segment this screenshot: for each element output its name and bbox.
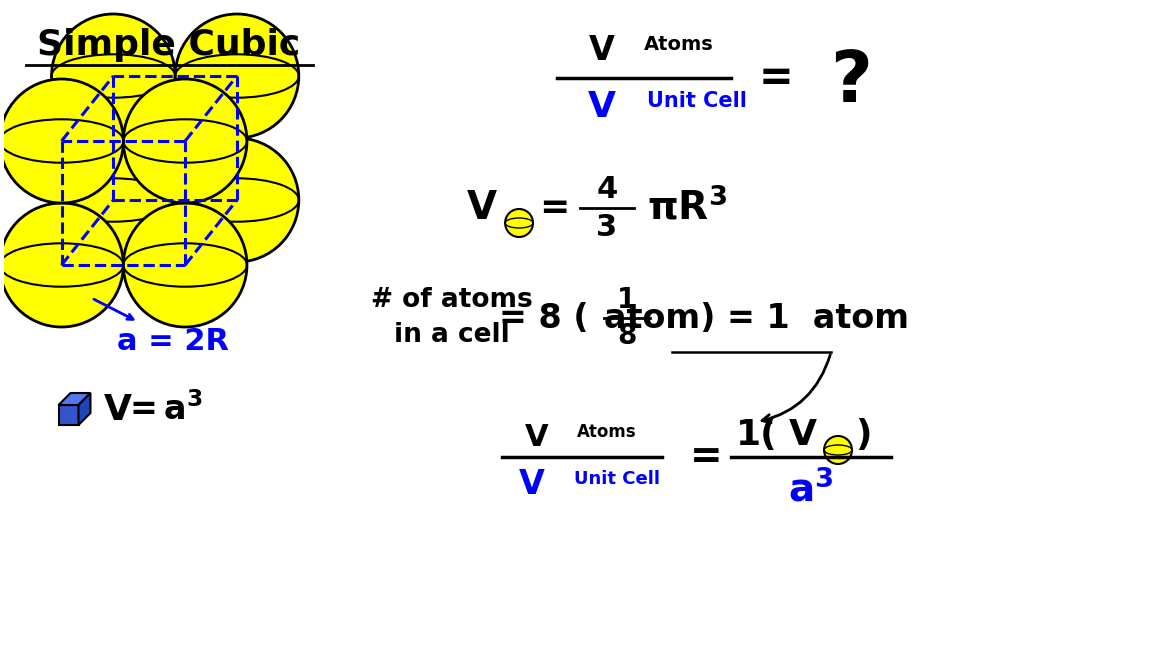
Circle shape: [505, 209, 533, 237]
Polygon shape: [59, 405, 78, 425]
Circle shape: [824, 436, 852, 464]
Text: ): ): [855, 418, 871, 452]
Text: Unit Cell: Unit Cell: [574, 470, 660, 488]
Text: $\mathbf{V}$: $\mathbf{V}$: [466, 189, 499, 227]
Polygon shape: [78, 393, 90, 425]
Circle shape: [52, 14, 175, 138]
Circle shape: [0, 203, 123, 327]
Text: $\mathbf{= a^3}$: $\mathbf{= a^3}$: [123, 393, 203, 428]
Circle shape: [0, 79, 123, 203]
Text: $\mathbf{a^3}$: $\mathbf{a^3}$: [788, 470, 834, 510]
Text: =: =: [759, 57, 794, 99]
Text: 3: 3: [597, 213, 617, 242]
Circle shape: [175, 14, 299, 138]
Circle shape: [123, 203, 247, 327]
Text: $\mathbf{V}$: $\mathbf{V}$: [788, 418, 818, 452]
Text: 1(: 1(: [735, 418, 777, 452]
Text: $\mathbf{V}$: $\mathbf{V}$: [589, 34, 615, 67]
Circle shape: [52, 138, 175, 262]
Text: Simple Cubic: Simple Cubic: [37, 28, 300, 62]
Text: Unit Cell: Unit Cell: [646, 91, 747, 111]
Circle shape: [175, 138, 299, 262]
Text: Atoms: Atoms: [644, 34, 713, 53]
Text: $\mathbf{V}$: $\mathbf{V}$: [104, 393, 133, 427]
FancyArrowPatch shape: [762, 354, 830, 423]
Text: =: =: [539, 191, 569, 225]
Text: 1: 1: [617, 286, 636, 314]
Text: ?: ?: [830, 48, 872, 117]
Text: 4: 4: [597, 176, 617, 205]
Polygon shape: [59, 393, 90, 405]
Text: atom) = 1  atom: atom) = 1 atom: [604, 302, 909, 335]
Text: $\mathbf{V}$: $\mathbf{V}$: [524, 424, 549, 453]
Text: $\mathbf{\pi R^3}$: $\mathbf{\pi R^3}$: [646, 188, 727, 228]
Text: $\mathbf{V}$: $\mathbf{V}$: [587, 90, 616, 124]
Text: 8: 8: [617, 322, 636, 350]
Text: in a cell: in a cell: [395, 322, 510, 348]
Text: = 8 (: = 8 (: [500, 302, 589, 335]
Text: Atoms: Atoms: [577, 423, 637, 441]
Text: =: =: [690, 438, 722, 476]
Text: # of atoms: # of atoms: [372, 287, 533, 313]
Circle shape: [123, 79, 247, 203]
Text: $\mathbf{V}$: $\mathbf{V}$: [518, 469, 546, 502]
Text: a = 2R: a = 2R: [118, 327, 230, 356]
